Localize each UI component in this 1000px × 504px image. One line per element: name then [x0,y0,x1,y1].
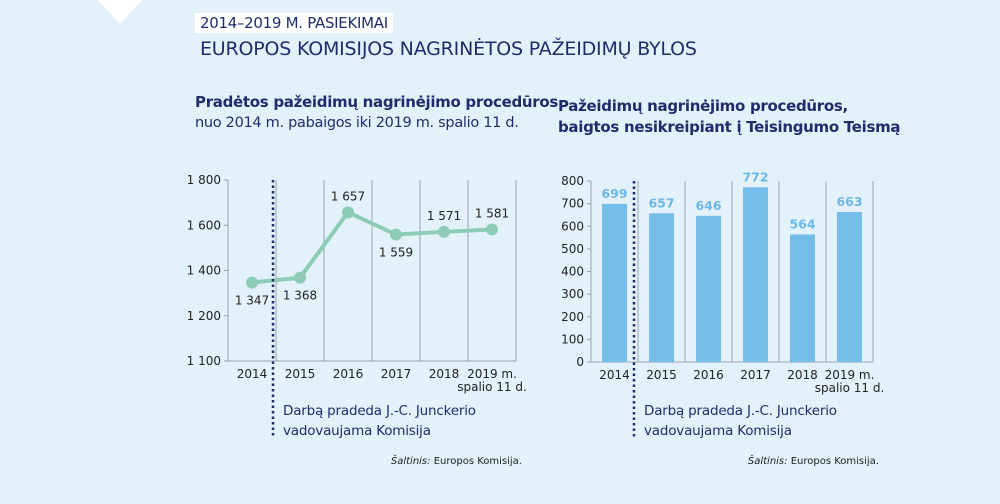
x-tick-label: 2017 [740,368,771,382]
data-label: 1 581 [475,207,509,221]
page-title: EUROPOS KOMISIJOS NAGRINĖTOS PAŽEIDIMŲ B… [200,38,697,60]
x-tick-label: 2016 [693,368,724,382]
bar [837,211,862,362]
x-tick-label: 2017 [381,367,412,381]
source-text: Europos Komisija. [430,456,522,467]
data-point [246,276,258,289]
y-tick-label: 1 200 [187,309,221,323]
data-label: 646 [695,198,721,213]
y-tick-label: 400 [561,265,584,279]
left-source: Šaltinis: Europos Komisija. [391,456,522,467]
data-label: 1 347 [235,293,269,307]
x-tick-label: 2014 [237,367,268,381]
left-annotation: Darbą pradeda J.-C. Junckerio vadovaujam… [283,401,476,441]
y-tick-label: 1 100 [187,354,221,368]
corner-triangle [98,0,142,24]
data-label: 657 [648,195,674,210]
annotation-line-1: Darbą pradeda J.-C. Junckerio [283,403,476,419]
y-tick-label: 700 [561,197,584,211]
right-annotation: Darbą pradeda J.-C. Junckerio vadovaujam… [644,401,837,441]
right-chart-heading: Pažeidimų nagrinėjimo procedūros, [558,97,848,115]
y-tick-label: 1 400 [187,264,221,278]
bar [696,215,721,362]
right-chart-title: Pažeidimų nagrinėjimo procedūros, baigto… [558,96,901,138]
series-line [251,210,493,285]
x-tick-label: 2015 [285,367,316,381]
left-chart-heading: Pradėtos pažeidimų nagrinėjimo procedūro… [195,93,558,111]
bar [743,187,768,362]
y-tick-label: 300 [561,287,584,301]
x-tick-label: 2018 [787,368,818,382]
x-tick-label: spalio 11 d. [815,381,885,395]
kicker-label: 2014–2019 M. PASIEKIMAI [195,13,393,33]
data-label: 1 368 [283,289,317,303]
bar [649,213,674,362]
y-tick-label: 500 [561,242,584,256]
source-text: Europos Komisija. [787,456,879,467]
y-tick-label: 1 600 [187,218,221,232]
data-label: 663 [836,194,862,209]
source-label: Šaltinis: [390,456,431,467]
x-tick-label: spalio 11 d. [457,380,527,394]
annotation-line-2: vadovaujama Komisija [644,423,792,439]
x-tick-label: 2014 [599,368,630,382]
y-tick-label: 200 [561,310,584,324]
data-point [294,271,306,284]
x-tick-label: 2016 [333,367,364,381]
y-tick-label: 0 [576,355,584,369]
y-tick-label: 100 [561,332,584,346]
data-label: 564 [789,216,815,231]
data-point [342,206,354,219]
right-source: Šaltinis: Europos Komisija. [748,456,879,467]
data-label: 1 559 [379,246,413,260]
data-point [486,223,498,236]
x-tick-label: 2019 m. [825,368,875,382]
y-tick-label: 600 [561,219,584,233]
annotation-line-1: Darbą pradeda J.-C. Junckerio [644,403,837,419]
data-label: 1 571 [427,209,461,223]
y-tick-label: 1 800 [187,173,221,187]
data-point [390,228,402,241]
left-chart-subtitle: nuo 2014 m. pabaigos iki 2019 m. spalio … [195,115,519,131]
bar [602,203,627,362]
annotation-line-2: vadovaujama Komisija [283,423,431,439]
data-label: 1 657 [331,189,365,203]
y-tick-label: 800 [561,174,584,188]
left-chart-title: Pradėtos pažeidimų nagrinėjimo procedūro… [195,92,558,134]
data-label: 772 [742,169,768,184]
data-point [438,225,450,238]
right-chart-subtitle: baigtos nesikreipiant į Teisingumo Teism… [558,118,901,136]
source-label: Šaltinis: [747,456,788,467]
x-tick-label: 2018 [429,367,460,381]
data-label: 699 [601,186,627,201]
x-tick-label: 2015 [646,368,677,382]
bar [790,234,815,362]
x-tick-label: 2019 m. [467,367,517,381]
